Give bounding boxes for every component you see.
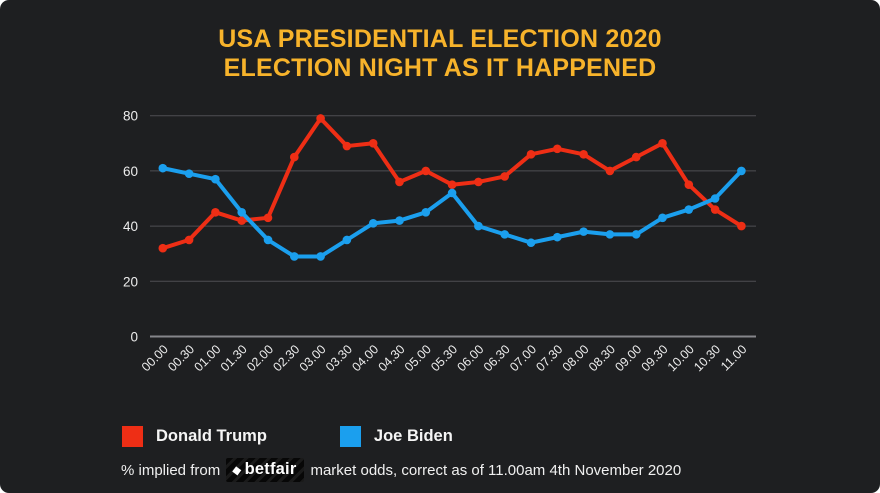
joe-biden-point bbox=[500, 230, 510, 239]
x-tick-label: 05.00 bbox=[402, 342, 434, 374]
donald-trump-point bbox=[605, 166, 615, 176]
donald-trump-point bbox=[737, 221, 746, 231]
donald-trump-point bbox=[342, 141, 352, 151]
source-note-suffix: market odds, correct as of 11.00am 4th N… bbox=[310, 461, 682, 479]
legend-item-biden: Joe Biden bbox=[339, 426, 453, 447]
source-note: % implied from ◆ betfair market odds, cor… bbox=[121, 458, 681, 482]
x-tick-label: 01.00 bbox=[192, 342, 224, 374]
donald-trump-point bbox=[395, 177, 404, 187]
betfair-logo-text: betfair bbox=[244, 460, 297, 478]
x-tick-label: 11.00 bbox=[718, 342, 749, 373]
x-tick-label: 03.00 bbox=[297, 342, 329, 374]
joe-biden-point bbox=[658, 213, 667, 223]
x-tick-label: 02.00 bbox=[244, 342, 276, 374]
y-tick-label: 80 bbox=[123, 109, 138, 124]
donald-trump-point bbox=[316, 114, 325, 123]
joe-biden-point bbox=[631, 230, 641, 239]
biden-legend-swatch bbox=[339, 426, 361, 447]
joe-biden-point bbox=[342, 235, 352, 245]
donald-trump-point bbox=[237, 216, 246, 225]
donald-trump-point bbox=[553, 144, 562, 154]
joe-biden-point bbox=[605, 230, 615, 239]
donald-trump-point bbox=[447, 180, 457, 189]
donald-trump-point bbox=[710, 205, 720, 214]
x-tick-label: 03.30 bbox=[323, 342, 355, 374]
joe-biden-point bbox=[316, 252, 325, 261]
chart-title: USA PRESIDENTIAL ELECTION 2020 ELECTION … bbox=[0, 25, 880, 83]
x-tick-label: 05.30 bbox=[428, 342, 460, 374]
donald-trump-point bbox=[526, 150, 536, 159]
x-tick-label: 09.30 bbox=[639, 342, 671, 374]
x-tick-label: 08.30 bbox=[586, 342, 618, 374]
joe-biden-point bbox=[158, 163, 168, 173]
donald-trump-point bbox=[579, 150, 588, 159]
joe-biden-point bbox=[263, 235, 273, 245]
x-tick-label: 02.30 bbox=[270, 342, 302, 374]
x-tick-label: 09.00 bbox=[612, 342, 644, 374]
donald-trump-point bbox=[211, 208, 220, 217]
betfair-logo: ◆ betfair bbox=[226, 458, 305, 482]
joe-biden-point bbox=[395, 216, 404, 225]
donald-trump-point bbox=[368, 139, 378, 148]
joe-biden-point bbox=[737, 166, 746, 176]
joe-biden-point bbox=[526, 238, 536, 247]
trump-legend-swatch bbox=[122, 426, 143, 447]
trump-legend-label: Donald Trump bbox=[156, 427, 267, 445]
x-tick-label: 08.00 bbox=[560, 342, 592, 374]
donald-trump-point bbox=[290, 152, 299, 162]
x-tick-label: 07.00 bbox=[507, 342, 539, 374]
x-tick-label: 10.30 bbox=[691, 342, 723, 374]
donald-trump-point bbox=[263, 213, 273, 223]
x-tick-label: 00.30 bbox=[165, 342, 197, 374]
legend-item-trump: Donald Trump bbox=[122, 426, 267, 447]
y-tick-label: 20 bbox=[123, 274, 138, 289]
joe-biden-point bbox=[211, 174, 220, 184]
biden-legend-label: Joe Biden bbox=[373, 427, 453, 445]
joe-biden-point bbox=[290, 252, 299, 261]
donald-trump-point bbox=[184, 235, 194, 245]
x-tick-label: 04.00 bbox=[349, 342, 381, 374]
x-tick-label: 00.00 bbox=[139, 342, 171, 374]
chart-title-line2: ELECTION NIGHT AS IT HAPPENED bbox=[223, 54, 657, 82]
joe-biden-point bbox=[579, 227, 588, 236]
donald-trump-point bbox=[158, 243, 168, 253]
joe-biden-point bbox=[421, 208, 431, 217]
chart-title-line1: USA PRESIDENTIAL ELECTION 2020 bbox=[218, 25, 662, 53]
betfair-diamond-icon: ◆ bbox=[231, 461, 243, 478]
x-tick-label: 06.00 bbox=[455, 342, 487, 374]
donald-trump-point bbox=[631, 152, 641, 162]
joe-biden-point bbox=[474, 221, 483, 231]
joe-biden-point bbox=[237, 208, 246, 217]
donald-trump-point bbox=[684, 180, 694, 189]
y-tick-label: 40 bbox=[123, 219, 138, 234]
y-tick-label: 60 bbox=[123, 164, 138, 179]
x-tick-label: 06.30 bbox=[481, 342, 513, 374]
y-tick-label: 0 bbox=[130, 330, 138, 345]
chart-legend: Donald Trump Joe Biden bbox=[122, 426, 453, 447]
donald-trump-point bbox=[500, 172, 510, 181]
x-tick-label: 04.30 bbox=[376, 342, 408, 374]
x-tick-label: 01.30 bbox=[218, 342, 250, 374]
joe-biden-point bbox=[684, 205, 694, 214]
donald-trump-point bbox=[421, 166, 431, 176]
joe-biden-point bbox=[368, 219, 378, 228]
joe-biden-point bbox=[447, 188, 457, 198]
donald-trump-point bbox=[474, 177, 483, 187]
joe-biden-point bbox=[184, 169, 194, 178]
x-tick-label: 07.30 bbox=[533, 342, 565, 374]
joe-biden-point bbox=[553, 232, 562, 242]
x-tick-label: 10.00 bbox=[665, 342, 697, 374]
source-note-prefix: % implied from bbox=[121, 461, 221, 479]
donald-trump-point bbox=[658, 139, 667, 148]
joe-biden-point bbox=[710, 194, 720, 203]
